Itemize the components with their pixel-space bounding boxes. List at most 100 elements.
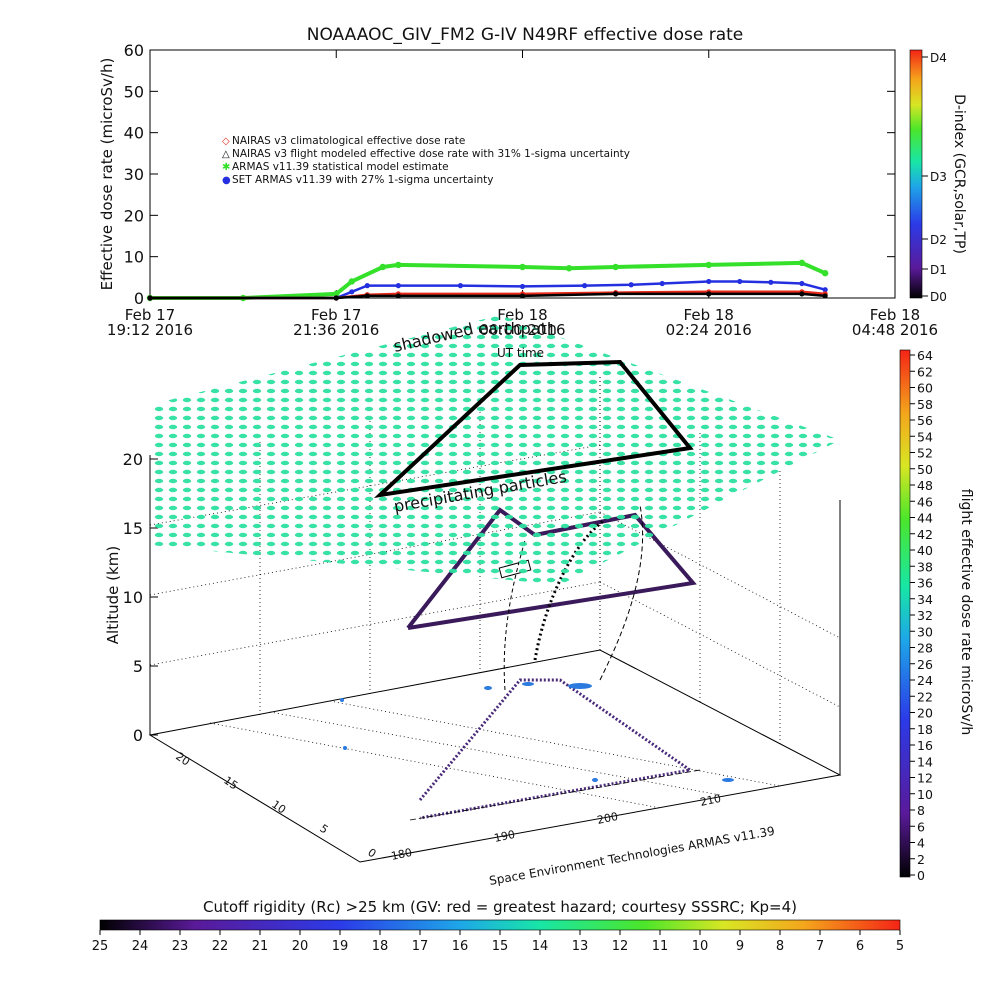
rigidity-tick-label: 8 — [776, 939, 784, 954]
dose-tick-label: 60 — [917, 381, 933, 396]
legend: ◇ NAIRAS v3 climatological effective dose… — [222, 135, 630, 186]
rigidity-colorbar-label: Cutoff rigidity (Rc) >25 km (GV: red = g… — [203, 898, 797, 916]
x-tick-label-date: Feb 18 — [870, 306, 920, 324]
shadow-shell — [150, 315, 840, 585]
dindex-tick-label: D2 — [930, 233, 947, 247]
dose-tick-label: 22 — [917, 689, 933, 704]
rigidity-tick-label: 15 — [492, 939, 509, 954]
annotation-ut-time: UT time — [497, 346, 544, 360]
series-point — [333, 290, 340, 298]
dose-tick-label: 64 — [917, 348, 933, 363]
dose-tick-label: 2 — [917, 852, 925, 867]
rigidity-tick-label: 22 — [212, 939, 229, 954]
latitude-tick-label: 15 — [221, 774, 240, 793]
series-point — [581, 283, 588, 289]
y-tick-label: 40 — [124, 124, 144, 143]
dose-tick-label: 20 — [917, 706, 933, 721]
legend-symbol: ✱ — [222, 162, 230, 173]
altitude-ticks: 0 5 10 15 20 — [123, 450, 158, 745]
series-point — [737, 278, 743, 285]
latitude-tick-label: 5 — [317, 822, 330, 837]
series-point — [768, 279, 774, 285]
series-point — [519, 293, 526, 299]
x-tick-label-time: 04:48 2016 — [852, 321, 938, 339]
top-y-axis-label: Effective dose rate (microSv/h) — [98, 58, 116, 291]
annotation-earthpath: earthpath — [478, 319, 557, 338]
dose-colorbar — [899, 349, 911, 878]
legend-symbol: △ — [222, 149, 230, 160]
dindex-tick-label: D0 — [930, 290, 947, 304]
longitude-tick-label: 180 — [390, 846, 413, 863]
series-point — [395, 261, 402, 269]
ground-track-dashed — [409, 769, 701, 821]
top-y-axis: 0 10 20 30 40 50 60 — [124, 41, 895, 308]
shadowed-path-base — [379, 447, 691, 496]
plot3d: 0 5 10 15 20 Altitude (km) 20 15 10 5 0 180 190 20… — [104, 315, 842, 888]
series-point — [364, 283, 370, 289]
dose-tick-label: 12 — [917, 771, 933, 786]
altitude-tick-label: 20 — [123, 450, 143, 469]
dose-tick-label: 24 — [917, 673, 933, 688]
dose-tick-label: 40 — [917, 543, 933, 558]
series-point — [705, 261, 712, 269]
x-tick-label-date: Feb 17 — [125, 306, 175, 324]
rigidity-tick-label: 23 — [172, 939, 189, 954]
series-point — [799, 280, 805, 287]
altitude-label: Altitude (km) — [104, 546, 122, 644]
longitude-tick-label: 200 — [596, 810, 619, 827]
series-point — [822, 287, 828, 293]
legend-symbol: ● — [222, 175, 231, 186]
series-point — [822, 293, 828, 299]
dose-tick-label: 32 — [917, 608, 933, 623]
x-tick-label-date: Feb 18 — [684, 306, 734, 324]
dose-tick-label: 0 — [917, 868, 925, 883]
longitude-tick-label: 190 — [493, 828, 516, 845]
rigidity-colorbar-ticks: 25 24 23 22 21 20 19 18 17 16 15 14 13 12 11 10 9 8 7 6 5 — [92, 930, 904, 954]
longitude-tick-label: 210 — [699, 792, 722, 809]
rigidity-tick-label: 10 — [692, 939, 709, 954]
x-tick-label-time: 21:36 2016 — [293, 321, 379, 339]
latitude-tick-label: 20 — [173, 750, 192, 769]
rigidity-tick-label: 18 — [372, 939, 389, 954]
legend-entry: ARMAS v11.39 statistical model estimate — [232, 161, 449, 173]
dose-tick-label: 14 — [917, 754, 933, 769]
dose-tick-label: 10 — [917, 787, 933, 802]
dindex-colorbar — [909, 49, 923, 299]
dose-tick-label: 8 — [917, 803, 925, 818]
dindex-tick-label: D4 — [930, 51, 947, 65]
dose-tick-label: 34 — [917, 592, 933, 607]
dindex-tick-label: D3 — [930, 170, 947, 184]
dose-tick-label: 30 — [917, 624, 933, 639]
series-point — [147, 295, 153, 301]
y-tick-label: 20 — [124, 206, 144, 225]
series-point — [798, 259, 806, 267]
dose-colorbar-label: flight effective dose rate microSv/h — [958, 489, 974, 735]
dose-tick-label: 28 — [917, 641, 933, 656]
rigidity-tick-label: 9 — [736, 939, 744, 954]
y-tick-label: 50 — [124, 82, 144, 101]
y-tick-label: 0 — [134, 289, 144, 308]
latitude-tick-label: 10 — [269, 798, 288, 817]
dose-tick-label: 56 — [917, 413, 933, 428]
latitude-ticks: 20 15 10 5 0 — [173, 750, 378, 861]
series-point — [612, 263, 619, 271]
dose-tick-label: 50 — [917, 462, 933, 477]
rigidity-tick-label: 7 — [816, 939, 824, 954]
dose-tick-label: 26 — [917, 657, 933, 672]
dose-tick-label: 58 — [917, 397, 933, 412]
series-point — [519, 263, 526, 271]
series-point — [395, 283, 401, 289]
dose-tick-label: 38 — [917, 559, 933, 574]
dose-tick-label: 46 — [917, 494, 933, 509]
series-point — [821, 270, 829, 277]
altitude-tick-label: 10 — [123, 588, 143, 607]
dose-tick-label: 48 — [917, 478, 933, 493]
series-point — [628, 282, 634, 288]
y-tick-label: 60 — [124, 41, 144, 60]
dose-tick-label: 52 — [917, 446, 933, 461]
dose-tick-label: 36 — [917, 576, 933, 591]
dose-tick-label: 16 — [917, 738, 933, 753]
series-point — [364, 293, 370, 299]
